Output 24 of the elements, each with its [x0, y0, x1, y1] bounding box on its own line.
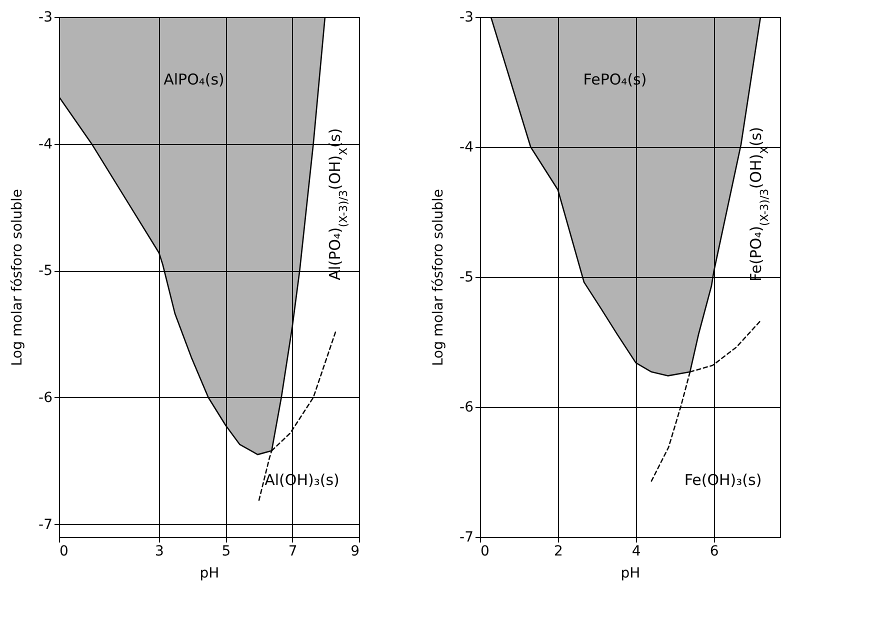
x-axis-title: pH [620, 566, 640, 582]
x-tick-label: 2 [554, 544, 563, 560]
y-tick-label: -6 [460, 400, 474, 416]
y-tick-label: -3 [38, 10, 52, 26]
x-tick-label: 0 [60, 544, 68, 560]
x-axis-title: pH [200, 566, 220, 582]
y-tick-label: -4 [38, 136, 53, 152]
y-tick-label: -3 [460, 10, 474, 26]
y-tick-label: -6 [38, 390, 53, 406]
y-tick-label: -7 [460, 530, 474, 546]
x-tick-label: 9 [350, 544, 360, 560]
x-tick-label: 6 [710, 544, 719, 560]
x-tick-label: 4 [632, 544, 641, 560]
y-axis-title: Log molar fósforo soluble [430, 188, 447, 366]
y-tick-label: -5 [38, 263, 52, 280]
y-axis-title: Log molar fósforo soluble [10, 188, 26, 366]
y-tick-label: -7 [38, 516, 52, 533]
x-tick-label: 7 [288, 544, 298, 560]
y-tick-label: -5 [460, 270, 474, 286]
x-tick-label: 0 [480, 544, 490, 560]
y-tick-label: -4 [460, 140, 474, 156]
x-tick-label: 5 [222, 544, 231, 560]
x-tick-label: 3 [155, 544, 164, 560]
annotation: AlPO₄(s) [164, 70, 224, 88]
